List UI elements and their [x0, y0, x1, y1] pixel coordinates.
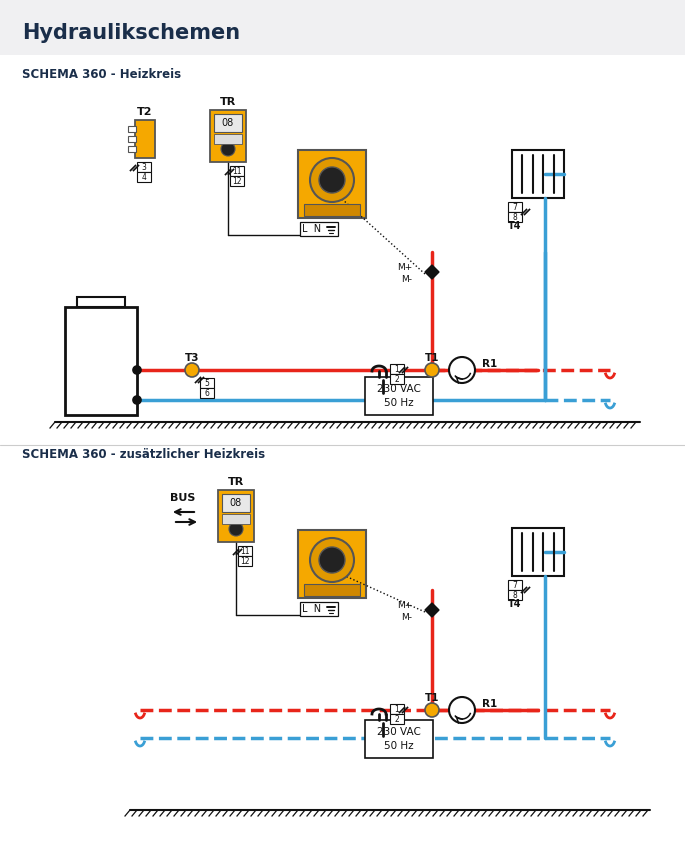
Text: 6: 6 [205, 389, 210, 397]
Bar [238, 556, 252, 566]
Text: 7: 7 [512, 581, 517, 589]
Text: 2: 2 [395, 374, 399, 384]
Bar [128, 136, 136, 142]
Bar [390, 704, 404, 714]
Bar [222, 494, 250, 512]
Text: T3: T3 [185, 353, 199, 363]
Bar [230, 176, 244, 186]
Text: L  N: L N [303, 604, 321, 614]
Bar [298, 150, 366, 218]
Bar [304, 584, 360, 596]
Text: 11: 11 [232, 167, 242, 175]
Circle shape [133, 396, 141, 404]
Bar [65, 307, 137, 415]
Bar [214, 114, 242, 132]
Text: Hydraulikschemen: Hydraulikschemen [22, 23, 240, 43]
Text: R1: R1 [482, 699, 497, 709]
Text: SCHEMA 360 - Heizkreis: SCHEMA 360 - Heizkreis [22, 68, 181, 81]
Bar [137, 162, 151, 172]
Text: 4: 4 [142, 173, 147, 181]
Text: 12: 12 [240, 556, 250, 566]
Text: T2: T2 [137, 107, 153, 117]
Text: T1: T1 [425, 693, 439, 703]
Text: 12: 12 [232, 176, 242, 186]
Circle shape [319, 167, 345, 193]
Bar [128, 146, 136, 152]
Bar [304, 204, 360, 216]
Text: 50 Hz: 50 Hz [384, 398, 414, 408]
Bar [135, 120, 155, 158]
Bar [390, 374, 404, 384]
Polygon shape [425, 603, 439, 617]
Text: TR: TR [220, 97, 236, 107]
Text: M-: M- [401, 613, 412, 622]
Text: 08: 08 [230, 498, 242, 508]
Text: 230 VAC: 230 VAC [377, 384, 421, 394]
Bar [210, 110, 246, 162]
Text: 5: 5 [205, 378, 210, 387]
Bar [214, 134, 242, 144]
Text: 08: 08 [222, 118, 234, 128]
Circle shape [449, 357, 475, 383]
Circle shape [319, 547, 345, 573]
Circle shape [221, 142, 235, 156]
Circle shape [185, 363, 199, 377]
Circle shape [425, 363, 439, 377]
Text: 7: 7 [512, 202, 517, 212]
Bar [230, 166, 244, 176]
Text: T4: T4 [508, 221, 522, 231]
Bar [390, 714, 404, 724]
Bar [512, 150, 564, 198]
Bar [512, 528, 564, 576]
Circle shape [449, 697, 475, 723]
Text: 3: 3 [142, 162, 147, 171]
Bar [508, 202, 522, 212]
Circle shape [229, 522, 243, 536]
Bar [218, 490, 254, 542]
Text: M-: M- [401, 276, 412, 284]
Text: 230 VAC: 230 VAC [377, 727, 421, 737]
Text: M+: M+ [397, 264, 412, 272]
Bar [508, 590, 522, 600]
Bar [137, 172, 151, 182]
Text: 2: 2 [395, 715, 399, 723]
Bar [390, 364, 404, 374]
Bar [200, 388, 214, 398]
Text: L  N: L N [303, 224, 321, 234]
Circle shape [133, 366, 141, 374]
Bar [508, 212, 522, 222]
Text: M+: M+ [397, 601, 412, 611]
Text: 8: 8 [512, 590, 517, 600]
Text: 11: 11 [240, 547, 250, 556]
Text: T4: T4 [508, 599, 522, 609]
Text: TR: TR [228, 477, 244, 487]
Bar [128, 126, 136, 132]
Circle shape [425, 703, 439, 717]
Bar [300, 602, 338, 616]
Bar [77, 297, 125, 307]
Text: 8: 8 [512, 213, 517, 221]
Text: BUS: BUS [171, 493, 196, 503]
Bar [200, 378, 214, 388]
Bar [300, 222, 338, 236]
Circle shape [310, 538, 354, 582]
Bar [238, 546, 252, 556]
Text: 1: 1 [395, 365, 399, 373]
Bar [298, 530, 366, 598]
Bar [365, 377, 433, 415]
Text: 50 Hz: 50 Hz [384, 741, 414, 751]
Text: T1: T1 [425, 353, 439, 363]
Bar [365, 720, 433, 758]
Text: SCHEMA 360 - zusätzlicher Heizkreis: SCHEMA 360 - zusätzlicher Heizkreis [22, 448, 265, 461]
Bar [222, 514, 250, 524]
Text: R1: R1 [482, 359, 497, 369]
Bar [508, 580, 522, 590]
Polygon shape [425, 265, 439, 279]
Circle shape [310, 158, 354, 202]
Bar [0, 0, 685, 55]
Text: 1: 1 [395, 704, 399, 714]
